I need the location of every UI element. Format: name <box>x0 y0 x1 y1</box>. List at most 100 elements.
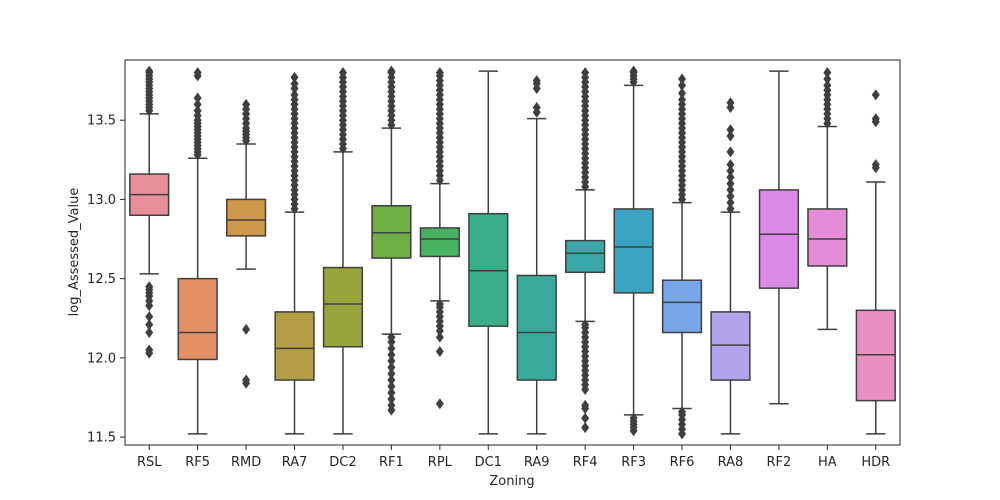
outlier-point <box>242 98 251 110</box>
outlier-point <box>387 342 396 354</box>
box <box>177 277 218 361</box>
y-axis-label: log_Assessed_Value <box>67 188 82 317</box>
x-tick-label: RMD <box>231 455 261 470</box>
outlier-point <box>678 406 687 418</box>
outlier-point <box>387 331 396 343</box>
outlier-point <box>629 65 638 77</box>
box <box>613 208 654 294</box>
y-tick-label: 12.5 <box>87 272 116 287</box>
box <box>758 189 800 289</box>
box-group-ra7 <box>274 71 315 435</box>
box-group-rsl <box>129 65 170 359</box>
box-group-hdr <box>855 89 896 435</box>
outlier-point <box>145 327 154 339</box>
x-tick-label: RA7 <box>282 455 308 470</box>
y-axis: 11.5 12.0 12.5 13.0 13.5 <box>87 114 125 446</box>
x-tick-label: RF5 <box>185 455 210 470</box>
outlier-point <box>145 281 154 293</box>
box-group-rf3 <box>613 65 654 437</box>
outlier-point <box>387 393 396 405</box>
x-tick-label: RSL <box>137 455 162 470</box>
outlier-point <box>581 67 590 79</box>
outlier-point <box>290 71 299 83</box>
outlier-point <box>726 171 735 183</box>
outlier-point <box>290 89 299 101</box>
outlier-point <box>823 73 832 85</box>
outlier-point <box>145 319 154 331</box>
outlier-point <box>387 374 396 386</box>
outlier-point <box>387 361 396 373</box>
outlier-point <box>242 374 251 386</box>
outlier-point <box>871 113 880 125</box>
y-tick-label: 13.5 <box>87 114 116 129</box>
plot-area <box>129 65 896 440</box>
outlier-point <box>145 65 154 77</box>
box <box>419 227 460 258</box>
outlier-point <box>726 146 735 158</box>
outlier-point <box>581 422 590 434</box>
outlier-point <box>823 67 832 79</box>
box <box>516 274 557 381</box>
box-group-rf2 <box>758 70 800 405</box>
x-axis-label: Zoning <box>489 474 534 489</box>
x-tick-label: RF1 <box>379 455 404 470</box>
outlier-point <box>581 399 590 411</box>
outlier-point <box>726 124 735 136</box>
box <box>661 279 703 334</box>
box <box>855 309 896 402</box>
x-tick-label: RF4 <box>573 455 598 470</box>
x-tick-label: RF3 <box>621 455 646 470</box>
x-axis: RSL RF5 RMD RA7 DC2 RF1 RPL DC1 RA9 RF4 RF3 RF6 RA8 R… <box>137 445 890 470</box>
box <box>225 198 267 237</box>
outlier-point <box>435 398 444 410</box>
box-group-dc2 <box>322 67 364 435</box>
box <box>274 311 315 381</box>
outlier-point <box>145 311 154 323</box>
outlier-point <box>871 159 880 171</box>
outlier-point <box>290 78 299 90</box>
outlier-point <box>145 344 154 356</box>
box-group-ra8 <box>710 97 751 435</box>
box <box>322 266 364 348</box>
outlier-point <box>193 105 202 117</box>
outlier-point <box>678 73 687 85</box>
outlier-point <box>629 412 638 424</box>
x-tick-label: HA <box>818 455 837 470</box>
outlier-point <box>387 65 396 77</box>
outlier-point <box>387 368 396 380</box>
box-group-rf6 <box>661 73 703 440</box>
outlier-point <box>387 355 396 367</box>
box-group-rf4 <box>565 67 606 434</box>
x-tick-label: RPL <box>428 455 453 470</box>
outlier-point <box>581 319 590 331</box>
x-tick-label: RA9 <box>524 455 550 470</box>
outlier-point <box>387 380 396 392</box>
box-group-dc1 <box>468 70 509 435</box>
outlier-point <box>726 197 735 209</box>
box-group-ha <box>807 67 848 331</box>
outlier-point <box>726 190 735 202</box>
outlier-point <box>193 67 202 79</box>
outlier-point <box>435 331 444 343</box>
outlier-point <box>532 75 541 87</box>
outlier-point <box>726 203 735 215</box>
outlier-point <box>387 349 396 361</box>
outlier-point <box>242 323 251 335</box>
x-tick-label: RF6 <box>670 455 695 470</box>
outlier-point <box>726 178 735 190</box>
box <box>565 239 606 274</box>
y-tick-label: 13.0 <box>87 193 116 208</box>
box <box>468 212 509 327</box>
outlier-point <box>678 79 687 91</box>
outlier-point <box>387 399 396 411</box>
outlier-point <box>193 98 202 110</box>
x-tick-label: HDR <box>861 455 890 470</box>
box-group-rpl <box>419 67 460 410</box>
outlier-point <box>338 67 347 79</box>
box-group-rmd <box>225 98 267 389</box>
outlier-point <box>532 102 541 114</box>
y-tick-label: 11.5 <box>87 431 116 446</box>
x-tick-label: RF2 <box>767 455 792 470</box>
outlier-point <box>726 165 735 177</box>
outlier-point <box>726 184 735 196</box>
